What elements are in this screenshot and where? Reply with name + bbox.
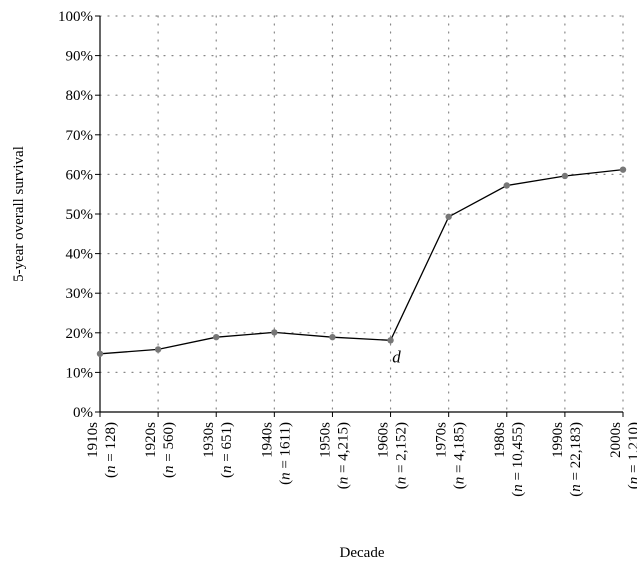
x-tick-label-n: (n = 1,210) bbox=[626, 422, 637, 489]
series-line bbox=[96, 166, 627, 357]
x-tick-label-n: (n = 651) bbox=[219, 422, 235, 478]
data-point bbox=[154, 346, 162, 353]
y-tick-label: 100% bbox=[58, 9, 93, 25]
data-point bbox=[619, 166, 627, 173]
y-tick-label: 80% bbox=[66, 88, 94, 104]
x-axis-label: Decade bbox=[340, 545, 385, 561]
y-tick-label: 0% bbox=[73, 405, 93, 421]
y-tick-labels: 0% 10% 20% 30% 40% 50% 60% 70% 80% 90% 100% bbox=[58, 9, 93, 421]
data-point bbox=[329, 333, 336, 341]
x-tick-label-n: (n = 560) bbox=[161, 422, 177, 478]
grid-lines bbox=[99, 15, 624, 413]
x-tick-label-decade: 1920s bbox=[143, 422, 159, 458]
data-point bbox=[561, 172, 569, 180]
y-tick-label: 90% bbox=[66, 49, 94, 65]
x-tick-label-decade: 1910s bbox=[85, 422, 101, 458]
x-tick-label-n: (n = 128) bbox=[103, 422, 119, 478]
data-point bbox=[387, 337, 394, 344]
x-tick-label-decade: 1960s bbox=[376, 422, 392, 458]
y-tick-label: 50% bbox=[66, 207, 94, 223]
x-tick-label-decade: 1970s bbox=[434, 422, 450, 458]
y-tick-label: 70% bbox=[66, 128, 94, 144]
x-tick-label-n: (n = 10,455) bbox=[510, 422, 526, 497]
x-tick-labels: 1910s(n = 128) 1920s(n = 560) 1930s(n = 65… bbox=[85, 422, 637, 497]
data-point bbox=[503, 182, 510, 189]
y-tick-label: 20% bbox=[66, 326, 94, 342]
annotation-label: d bbox=[392, 347, 401, 366]
x-tick-label-n: (n = 4,215) bbox=[335, 422, 351, 489]
data-line bbox=[99, 168, 624, 355]
axes bbox=[95, 15, 624, 417]
data-point bbox=[445, 213, 452, 220]
x-tick-label-decade: 1950s bbox=[317, 422, 333, 458]
y-axis-label: 5-year overall survival bbox=[11, 146, 27, 282]
x-tick-label-n: (n = 2,152) bbox=[394, 422, 410, 489]
x-tick-label-decade: 2000s bbox=[608, 422, 624, 458]
y-tick-label: 10% bbox=[66, 365, 94, 381]
y-tick-label: 60% bbox=[66, 167, 94, 183]
data-point bbox=[213, 333, 220, 341]
x-tick-label-n: (n = 22,183) bbox=[568, 422, 584, 497]
data-point bbox=[96, 350, 104, 357]
x-tick-label-decade: 1980s bbox=[492, 422, 508, 458]
y-tick-label: 30% bbox=[66, 286, 94, 302]
annotations: d bbox=[392, 347, 401, 366]
x-tick-label-n: (n = 4,185) bbox=[452, 422, 468, 489]
x-tick-label-decade: 1930s bbox=[201, 422, 217, 458]
y-tick-label: 40% bbox=[66, 247, 94, 263]
data-point bbox=[271, 329, 278, 336]
x-tick-label-decade: 1990s bbox=[550, 422, 566, 458]
x-tick-label-n: (n = 1611) bbox=[277, 422, 293, 485]
x-tick-label-decade: 1940s bbox=[259, 422, 275, 458]
